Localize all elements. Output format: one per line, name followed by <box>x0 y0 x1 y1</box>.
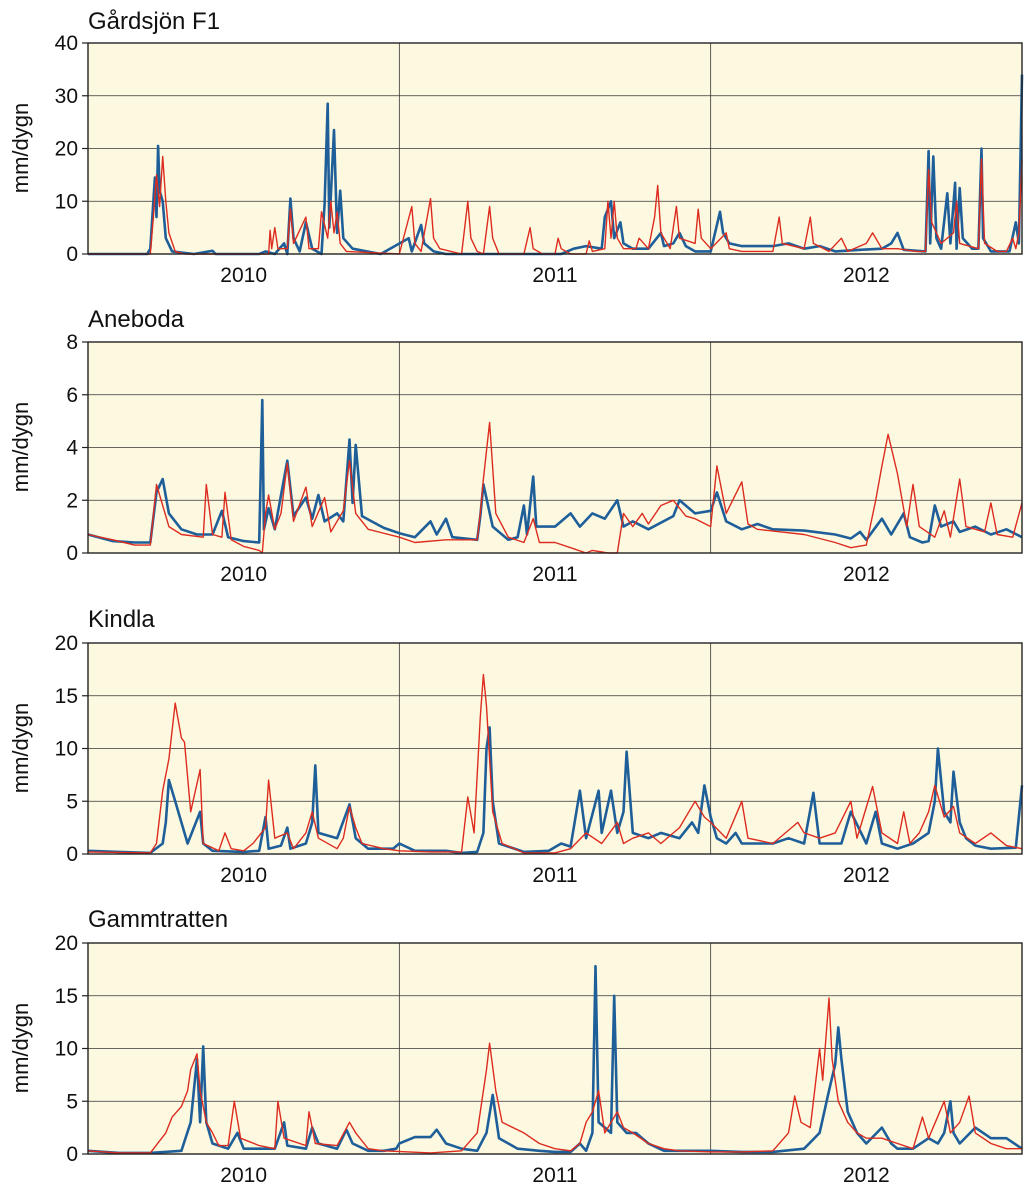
y-tick-label: 8 <box>66 331 78 354</box>
y-axis-label: mm/dygn <box>8 103 33 193</box>
y-tick-label: 0 <box>66 243 78 266</box>
y-tick-label: 0 <box>66 1143 78 1166</box>
panel-kindla: Kindla mm/dygn 0 5 10 15 20 2010 2011 2012 <box>8 606 1024 887</box>
y-tick-label: 30 <box>55 85 78 108</box>
x-year-label: 2012 <box>843 264 890 287</box>
y-tick-label: 2 <box>66 489 78 512</box>
x-year-label: 2011 <box>532 264 577 287</box>
x-year-label: 2010 <box>220 864 267 887</box>
x-year-label: 2012 <box>843 864 890 887</box>
y-tick-label: 10 <box>55 190 78 213</box>
panel-title: Gårdsjön F1 <box>88 8 220 35</box>
series-line-red <box>87 421 1023 554</box>
x-year-label: 2011 <box>532 563 577 586</box>
x-year-label: 2010 <box>220 264 267 287</box>
y-tick-label: 4 <box>66 437 78 460</box>
y-tick-label: 10 <box>55 738 78 761</box>
x-year-label: 2012 <box>843 563 890 586</box>
x-year-label: 2011 <box>532 864 577 887</box>
y-tick-label: 20 <box>55 138 78 161</box>
y-tick-label: 15 <box>55 985 78 1008</box>
x-year-label: 2011 <box>532 1164 577 1187</box>
panel-aneboda: Aneboda mm/dygn 0 2 4 6 8 2010 2011 2012 <box>8 306 1023 586</box>
y-tick-label: 40 <box>55 32 78 55</box>
y-axis-label: mm/dygn <box>8 703 33 793</box>
y-tick-label: 20 <box>55 932 78 955</box>
series-line-red <box>87 997 1022 1154</box>
panel-title: Gammtratten <box>88 906 228 933</box>
x-year-label: 2010 <box>220 1164 267 1187</box>
y-axis-label: mm/dygn <box>8 402 33 492</box>
panel-title: Kindla <box>88 606 155 633</box>
y-tick-label: 15 <box>55 685 78 708</box>
y-tick-label: 5 <box>66 1090 78 1113</box>
panel-title: Aneboda <box>88 306 185 333</box>
y-axis-label: mm/dygn <box>8 1003 33 1093</box>
panel-gardsjon: Gårdsjön F1 mm/dygn 0 10 20 30 40 2010 2011 201… <box>8 8 1024 287</box>
y-tick-label: 6 <box>66 384 78 407</box>
panel-gammtratten: Gammtratten mm/dygn 0 5 10 15 20 2010 2011 2012 <box>8 906 1023 1187</box>
y-tick-label: 20 <box>55 632 78 655</box>
series-line-red <box>88 155 1023 255</box>
series-line-red <box>87 673 1023 854</box>
y-tick-label: 0 <box>66 843 78 866</box>
x-year-label: 2012 <box>843 1164 890 1187</box>
y-tick-label: 10 <box>55 1038 78 1061</box>
x-year-label: 2010 <box>220 563 267 586</box>
y-tick-label: 5 <box>66 790 78 813</box>
y-tick-label: 0 <box>66 542 78 565</box>
